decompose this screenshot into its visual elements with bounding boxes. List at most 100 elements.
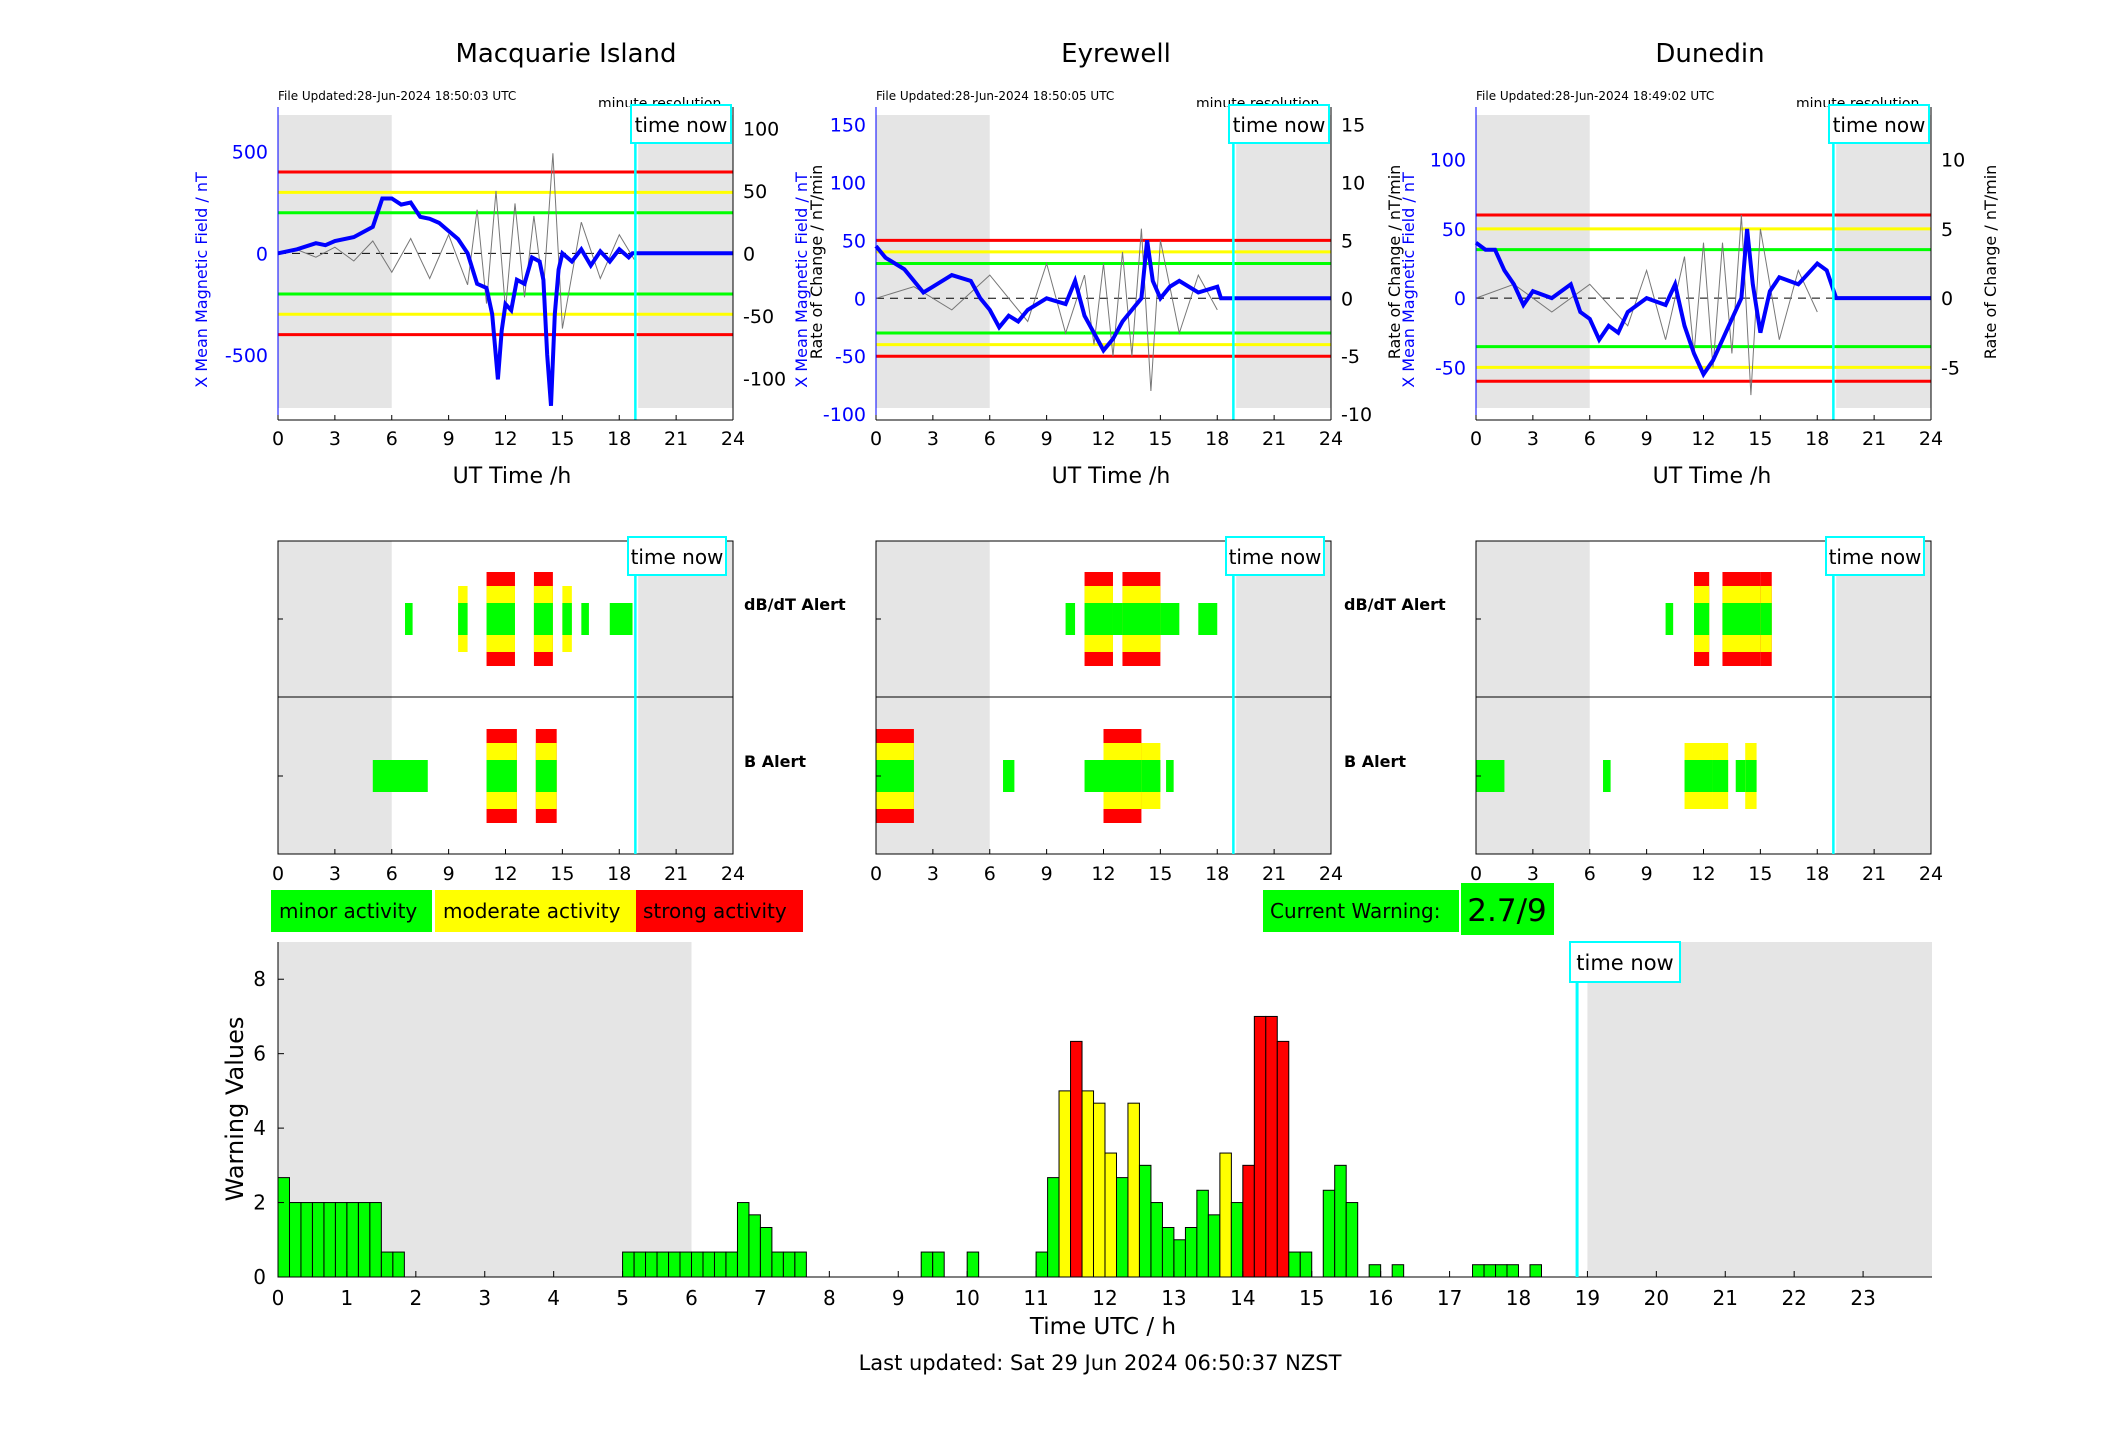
x-tick-label: 6 bbox=[386, 428, 398, 450]
current-warning-box bbox=[1263, 890, 1459, 932]
file-updated-macquarie: File Updated:28-Jun-2024 18:50:03 UTC bbox=[278, 89, 516, 103]
x-tick-label: 12 bbox=[493, 428, 517, 450]
warning-bar bbox=[1138, 1164, 1152, 1278]
warning-ylabel: Warning Values bbox=[221, 1017, 249, 1202]
warning-bar bbox=[782, 1251, 796, 1278]
warning-xlabel: Time UTC / h bbox=[1029, 1314, 1176, 1340]
b-minor-bar bbox=[372, 760, 428, 792]
left-tick-label: 500 bbox=[232, 142, 268, 164]
x-tick-label: 16 bbox=[1368, 1286, 1393, 1310]
time-now-box bbox=[1569, 941, 1681, 983]
x-tick-label: 15 bbox=[550, 863, 574, 885]
dbdt-minor-bar bbox=[1760, 603, 1772, 635]
rate-of-change-line bbox=[277, 153, 635, 329]
warning-bar bbox=[725, 1251, 738, 1278]
right-tick-label: 0 bbox=[1941, 288, 1953, 310]
right-tick-label: 0 bbox=[1341, 288, 1353, 310]
field-line bbox=[1474, 228, 1931, 379]
x-tick-label: 18 bbox=[1805, 863, 1829, 885]
warning-bar bbox=[1276, 1040, 1290, 1278]
warning-bar bbox=[323, 1202, 336, 1278]
xlabel-macquarie: UT Time /h bbox=[453, 464, 572, 489]
x-tick-label: 21 bbox=[1713, 1286, 1738, 1310]
warning-bar bbox=[1207, 1214, 1221, 1278]
x-tick-label: 9 bbox=[443, 863, 455, 885]
time-now-box bbox=[1828, 104, 1930, 144]
left-tick-label: -100 bbox=[823, 404, 866, 426]
current-warning-value: 2.7/9 bbox=[1467, 893, 1546, 929]
dbdt-minor-bar bbox=[1065, 603, 1076, 635]
left-tick-label: -50 bbox=[835, 346, 866, 368]
dbdt-minor-bar bbox=[562, 603, 572, 635]
station-title-dunedin: Dunedin bbox=[1655, 39, 1764, 69]
x-tick-label: 9 bbox=[1041, 863, 1053, 885]
x-tick-label: 0 bbox=[272, 428, 284, 450]
warning-bar bbox=[357, 1202, 371, 1278]
rate-of-change-line bbox=[875, 228, 1218, 392]
right-tick-label: -50 bbox=[743, 306, 774, 328]
time-now-label: time now bbox=[1229, 545, 1322, 569]
x-tick-label: 9 bbox=[1041, 428, 1053, 450]
b-minor-bar bbox=[1084, 760, 1104, 792]
x-tick-label: 8 bbox=[823, 1286, 836, 1310]
warning-bar bbox=[771, 1251, 784, 1278]
dbdt-minor-bar bbox=[1122, 603, 1161, 635]
left-tick-label: 0 bbox=[854, 288, 866, 310]
x-tick-label: 3 bbox=[927, 863, 939, 885]
x-tick-label: 3 bbox=[478, 1286, 491, 1310]
x-tick-label: 22 bbox=[1781, 1286, 1806, 1310]
x-tick-label: 5 bbox=[616, 1286, 629, 1310]
warning-bar bbox=[1092, 1102, 1106, 1278]
warning-bar bbox=[966, 1251, 980, 1278]
x-tick-label: 6 bbox=[984, 428, 996, 450]
right-tick-label: 5 bbox=[1941, 219, 1953, 241]
left-tick-label: -500 bbox=[225, 345, 268, 367]
x-tick-label: 13 bbox=[1161, 1286, 1186, 1310]
time-now-box bbox=[630, 104, 732, 144]
legend-moderate-label: moderate activity bbox=[443, 899, 621, 923]
warning-bar bbox=[1529, 1264, 1542, 1278]
field-line bbox=[277, 196, 733, 406]
x-tick-label: 2 bbox=[409, 1286, 422, 1310]
y-tick-label: 2 bbox=[253, 1191, 266, 1215]
x-tick-label: 24 bbox=[1919, 863, 1943, 885]
warning-bar bbox=[346, 1202, 359, 1278]
warning-bar bbox=[1265, 1015, 1278, 1278]
time-now-label: time now bbox=[1576, 951, 1673, 975]
warning-bar bbox=[1219, 1152, 1232, 1278]
left-tick-label: 100 bbox=[830, 172, 866, 194]
rate-of-change-line bbox=[1475, 214, 1818, 396]
warning-bar bbox=[1104, 1152, 1117, 1278]
left-tick-label: 100 bbox=[1430, 150, 1466, 172]
x-tick-label: 9 bbox=[1641, 428, 1653, 450]
time-now-label: time now bbox=[635, 113, 728, 137]
alert-panel-macquarie: time now 0 3 6 9 12 15 18 21 24 bbox=[272, 536, 745, 885]
dbdt-alert-label-macquarie: dB/dT Alert bbox=[744, 595, 846, 614]
x-tick-label: 15 bbox=[1148, 428, 1172, 450]
time-now-label: time now bbox=[1233, 113, 1326, 137]
time-now-box bbox=[627, 536, 727, 576]
warning-bar bbox=[702, 1251, 715, 1278]
x-tick-label: 0 bbox=[272, 863, 284, 885]
x-tick-label: 15 bbox=[1748, 428, 1772, 450]
right-tick-label: 10 bbox=[1941, 150, 1965, 172]
right-tick-label: -100 bbox=[743, 369, 786, 391]
warning-bar bbox=[1288, 1251, 1301, 1278]
x-tick-label: 17 bbox=[1437, 1286, 1462, 1310]
b-minor-bar bbox=[1745, 760, 1757, 792]
x-tick-label: 24 bbox=[1319, 428, 1343, 450]
warning-bar bbox=[1391, 1264, 1405, 1278]
warning-bar bbox=[759, 1226, 773, 1278]
night-band bbox=[278, 115, 392, 408]
x-tick-label: 18 bbox=[1805, 428, 1829, 450]
warning-bar bbox=[736, 1202, 750, 1278]
x-tick-label: 23 bbox=[1850, 1286, 1875, 1310]
warning-bar bbox=[1483, 1264, 1497, 1278]
warning-bar bbox=[277, 1177, 290, 1278]
b-minor-bar bbox=[876, 760, 914, 792]
x-tick-label: 15 bbox=[1299, 1286, 1324, 1310]
warning-bar bbox=[1242, 1164, 1255, 1278]
left-tick-label: -50 bbox=[1435, 357, 1466, 379]
file-updated-eyrewell: File Updated:28-Jun-2024 18:50:05 UTC bbox=[876, 89, 1114, 103]
